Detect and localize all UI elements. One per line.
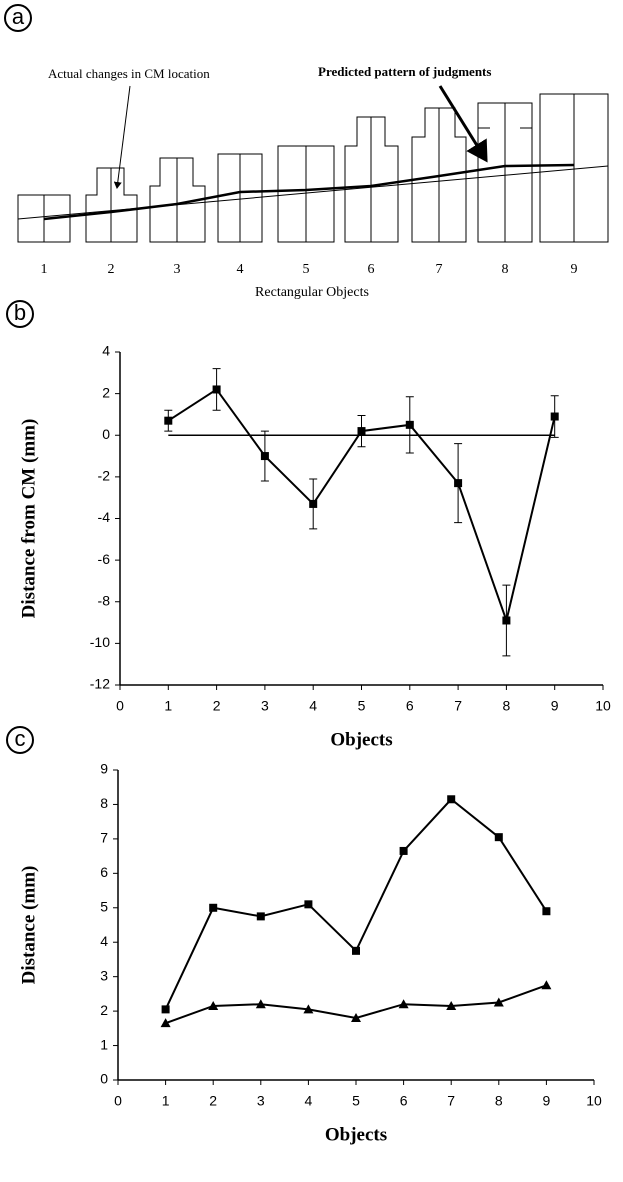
marker (550, 412, 559, 421)
marker (447, 795, 456, 804)
y-tick-label: 5 (100, 898, 108, 914)
y-tick-label: 8 (100, 795, 108, 811)
marker (399, 846, 408, 855)
panel-circle (4, 4, 32, 32)
object-label: 3 (174, 262, 181, 277)
object-label: 9 (571, 262, 578, 277)
y-axis-label: Distance (mm) (18, 866, 39, 985)
x-tick-label: 5 (352, 1093, 360, 1109)
x-tick-label: 1 (164, 698, 172, 714)
x-axis-label: Objects (325, 1124, 387, 1145)
marker (352, 946, 360, 955)
y-axis-label: Distance from CM (mm) (18, 419, 39, 619)
x-tick-label: 8 (495, 1093, 503, 1109)
x-tick-label: 1 (162, 1093, 170, 1109)
y-tick-label: 0 (102, 426, 110, 442)
x-tick-label: 2 (213, 698, 221, 714)
marker (304, 900, 313, 909)
marker (493, 997, 504, 1007)
marker (502, 616, 511, 625)
marker (542, 907, 551, 916)
x-tick-label: 2 (209, 1093, 217, 1109)
marker (541, 980, 552, 990)
marker (446, 1000, 457, 1010)
x-axis-label: Objects (330, 729, 392, 750)
x-tick-label: 3 (261, 698, 269, 714)
object-label: 6 (368, 262, 375, 277)
object-label: 8 (502, 262, 509, 277)
marker (256, 912, 265, 921)
x-tick-label: 8 (503, 698, 511, 714)
x-tick-label: 3 (257, 1093, 265, 1109)
y-tick-label: -10 (90, 634, 110, 650)
y-tick-label: -2 (98, 468, 111, 484)
marker (161, 1005, 170, 1014)
object-label: 2 (108, 262, 115, 277)
x-tick-label: 4 (305, 1093, 313, 1109)
y-tick-label: 0 (100, 1071, 108, 1087)
x-tick-label: 7 (447, 1093, 455, 1109)
marker (351, 1013, 361, 1022)
marker (164, 416, 173, 425)
x-tick-label: 6 (406, 698, 414, 714)
panel-circle (6, 300, 34, 328)
panel-circle (6, 726, 34, 754)
marker (209, 903, 218, 912)
y-tick-label: 2 (100, 1002, 108, 1018)
marker (357, 427, 366, 436)
x-tick-label: 10 (595, 698, 611, 714)
object-label: 5 (303, 262, 310, 277)
marker (494, 833, 503, 842)
x-tick-label: 10 (586, 1093, 602, 1109)
panel-letter: a (12, 4, 25, 29)
y-tick-label: 9 (100, 761, 108, 777)
series-line (164, 797, 548, 1010)
panel-letter: b (14, 300, 26, 325)
y-tick-label: -4 (98, 509, 111, 525)
annotation: Actual changes in CM location (48, 66, 210, 81)
y-tick-label: 3 (100, 967, 108, 983)
marker (260, 452, 269, 461)
y-tick-label: -8 (98, 592, 111, 608)
y-tick-label: 6 (100, 864, 108, 880)
marker (255, 999, 266, 1009)
objects-diagram (17, 85, 609, 243)
x-tick-label: 5 (358, 698, 366, 714)
y-tick-label: 7 (100, 830, 108, 846)
marker (208, 1000, 219, 1010)
y-tick-label: 2 (102, 384, 110, 400)
object-label: 1 (41, 262, 48, 277)
marker (454, 479, 463, 488)
marker (398, 999, 409, 1009)
x-axis-label: Rectangular Objects (255, 285, 369, 300)
object-label: 4 (237, 262, 244, 277)
x-tick-label: 9 (543, 1093, 551, 1109)
y-tick-label: -6 (98, 551, 111, 567)
y-tick-label: 4 (100, 933, 108, 949)
object-label: 7 (436, 262, 443, 277)
x-tick-label: 0 (116, 698, 124, 714)
x-tick-label: 7 (454, 698, 462, 714)
marker (160, 1018, 171, 1028)
x-tick-label: 6 (400, 1093, 408, 1109)
x-tick-label: 9 (551, 698, 559, 714)
marker (212, 385, 221, 394)
y-tick-label: -12 (90, 676, 110, 692)
x-tick-label: 0 (114, 1093, 122, 1109)
marker (405, 420, 414, 429)
x-tick-label: 4 (309, 698, 317, 714)
panel-letter: c (15, 726, 26, 751)
y-tick-label: 1 (100, 1036, 108, 1052)
marker (309, 499, 318, 508)
marker (303, 1004, 314, 1014)
annotation: Predicted pattern of judgments (318, 64, 491, 79)
y-tick-label: 4 (102, 343, 110, 359)
